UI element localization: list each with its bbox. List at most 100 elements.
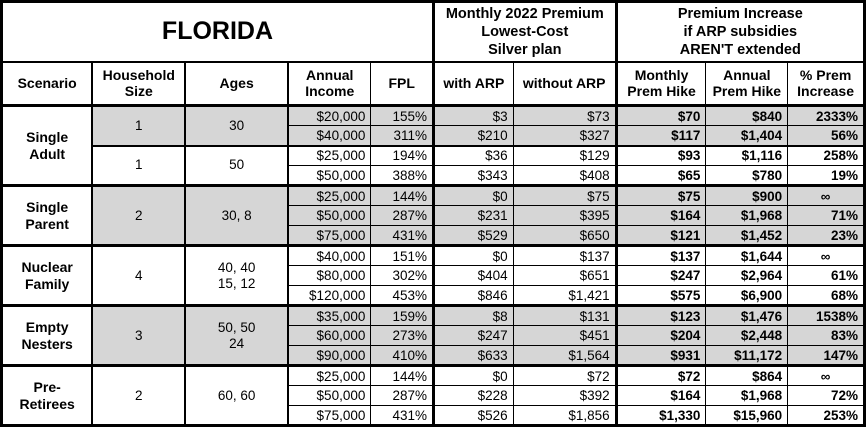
col-header-pct-prem-increase: % Prem Increase xyxy=(787,61,865,107)
cell-monthly-prem-hike: $70 xyxy=(615,104,707,126)
cell-without-arp: $137 xyxy=(512,244,618,266)
table-row: $75,000 431% $529 $650 $121 $1,452 23% xyxy=(2,225,865,246)
increase-banner: Premium Increase if ARP subsidies AREN'T… xyxy=(615,1,866,63)
cell-monthly-prem-hike: $204 xyxy=(615,325,707,346)
cell-ages: 50, 50 24 xyxy=(184,304,290,366)
cell-pct-prem-increase: 71% xyxy=(787,205,865,226)
col-header-without-arp: without ARP xyxy=(512,61,618,107)
cell-fpl: 273% xyxy=(370,325,435,346)
cell-annual-income: $50,000 xyxy=(287,385,372,406)
col-header-ages: Ages xyxy=(184,61,290,107)
cell-annual-prem-hike: $900 xyxy=(705,184,789,206)
cell-fpl: 431% xyxy=(370,405,435,426)
cell-ages: 60, 60 xyxy=(184,364,290,426)
col-header-with-arp: with ARP xyxy=(432,61,514,107)
cell-fpl: 287% xyxy=(370,205,435,226)
table-row: Single Parent 2 30, 8 $25,000 144% $0 $75 $75 $9… xyxy=(1,184,865,246)
cell-monthly-prem-hike: $121 xyxy=(615,225,707,246)
cell-with-arp: $228 xyxy=(432,385,514,406)
cell-household-size: 2 xyxy=(91,364,187,426)
cell-scenario: Single Adult xyxy=(1,104,94,186)
cell-annual-prem-hike: $780 xyxy=(705,165,789,186)
cell-fpl: 159% xyxy=(370,304,435,326)
cell-pct-prem-increase: ∞ xyxy=(787,244,865,266)
cell-scenario: Empty Nesters xyxy=(1,304,94,366)
cell-without-arp: $73 xyxy=(512,104,618,126)
cell-annual-income: $25,000 xyxy=(287,144,372,166)
cell-annual-income: $35,000 xyxy=(287,304,372,326)
col-header-annual-income: Annual Income xyxy=(287,61,372,107)
cell-annual-prem-hike: $864 xyxy=(705,364,789,386)
cell-annual-prem-hike: $15,960 xyxy=(705,405,789,426)
cell-without-arp: $75 xyxy=(512,184,618,206)
cell-ages: 30 xyxy=(184,104,290,146)
cell-without-arp: $72 xyxy=(512,364,618,386)
cell-without-arp: $451 xyxy=(512,325,618,346)
cell-with-arp: $8 xyxy=(432,304,514,326)
banner-row: FLORIDA Monthly 2022 Premium Lowest-Cost… xyxy=(1,1,866,63)
cell-without-arp: $131 xyxy=(512,304,618,326)
cell-without-arp: $650 xyxy=(512,225,618,246)
cell-pct-prem-increase: 56% xyxy=(787,125,865,146)
cell-without-arp: $395 xyxy=(512,205,618,226)
cell-annual-income: $40,000 xyxy=(287,244,372,266)
cell-pct-prem-increase: 253% xyxy=(787,405,865,426)
col-header-scenario: Scenario xyxy=(1,61,94,107)
cell-annual-prem-hike: $1,452 xyxy=(705,225,789,246)
cell-fpl: 453% xyxy=(370,285,435,306)
cell-fpl: 155% xyxy=(370,104,435,126)
cell-annual-prem-hike: $2,964 xyxy=(705,265,789,286)
cell-ages: 50 xyxy=(184,144,290,186)
cell-pct-prem-increase: ∞ xyxy=(787,364,865,386)
cell-monthly-prem-hike: $117 xyxy=(615,125,707,146)
cell-pct-prem-increase: 68% xyxy=(787,285,865,306)
cell-ages: 40, 40 15, 12 xyxy=(184,244,290,306)
cell-household-size: 3 xyxy=(91,304,187,366)
cell-with-arp: $231 xyxy=(432,205,514,226)
col-header-household-size: Household Size xyxy=(91,61,187,107)
cell-scenario: Single Parent xyxy=(1,184,94,246)
table-row: $50,000 287% $231 $395 $164 $1,968 71% xyxy=(2,205,865,226)
cell-fpl: 144% xyxy=(370,364,435,386)
cell-without-arp: $129 xyxy=(512,144,618,166)
cell-without-arp: $1,564 xyxy=(512,345,618,366)
cell-with-arp: $210 xyxy=(432,125,514,146)
cell-annual-income: $50,000 xyxy=(287,205,372,226)
col-header-monthly-prem-hike: Monthly Prem Hike xyxy=(615,61,707,107)
table-row: Pre- Retirees 2 60, 60 $25,000 144% $0 $72 $72 $… xyxy=(1,364,865,426)
cell-pct-prem-increase: 23% xyxy=(787,225,865,246)
cell-annual-income: $75,000 xyxy=(287,225,372,246)
cell-pct-prem-increase: 72% xyxy=(787,385,865,406)
cell-fpl: 144% xyxy=(370,184,435,206)
cell-fpl: 194% xyxy=(370,144,435,166)
cell-monthly-prem-hike: $247 xyxy=(615,265,707,286)
cell-scenario: Pre- Retirees xyxy=(1,364,94,426)
premium-banner: Monthly 2022 Premium Lowest-Cost Silver … xyxy=(432,1,618,63)
cell-annual-prem-hike: $1,476 xyxy=(705,304,789,326)
table-row: $90,000 410% $633 $1,564 $931 $11,172 147% xyxy=(2,345,865,366)
cell-annual-income: $50,000 xyxy=(287,165,372,186)
cell-with-arp: $0 xyxy=(432,244,514,266)
cell-annual-income: $75,000 xyxy=(287,405,372,426)
cell-pct-prem-increase: 83% xyxy=(787,325,865,346)
cell-monthly-prem-hike: $93 xyxy=(615,144,707,166)
cell-annual-income: $60,000 xyxy=(287,325,372,346)
cell-household-size: 4 xyxy=(91,244,187,306)
table-row: $60,000 273% $247 $451 $204 $2,448 83% xyxy=(2,325,865,346)
cell-pct-prem-increase: 19% xyxy=(787,165,865,186)
cell-annual-prem-hike: $1,116 xyxy=(705,144,789,166)
cell-monthly-prem-hike: $164 xyxy=(615,205,707,226)
cell-with-arp: $36 xyxy=(432,144,514,166)
table-row: Nuclear Family 4 40, 40 15, 12 $40,000 151% $… xyxy=(1,244,865,306)
col-header-fpl: FPL xyxy=(370,61,435,107)
cell-annual-income: $80,000 xyxy=(287,265,372,286)
cell-monthly-prem-hike: $137 xyxy=(615,244,707,266)
cell-with-arp: $247 xyxy=(432,325,514,346)
cell-household-size: 1 xyxy=(91,144,187,186)
cell-annual-income: $40,000 xyxy=(287,125,372,146)
cell-without-arp: $392 xyxy=(512,385,618,406)
table-row: Single Adult 1 30 $20,000 155% $3 $73 $70 $840 23… xyxy=(1,104,865,186)
cell-monthly-prem-hike: $164 xyxy=(615,385,707,406)
cell-annual-income: $25,000 xyxy=(287,364,372,386)
cell-monthly-prem-hike: $75 xyxy=(615,184,707,206)
